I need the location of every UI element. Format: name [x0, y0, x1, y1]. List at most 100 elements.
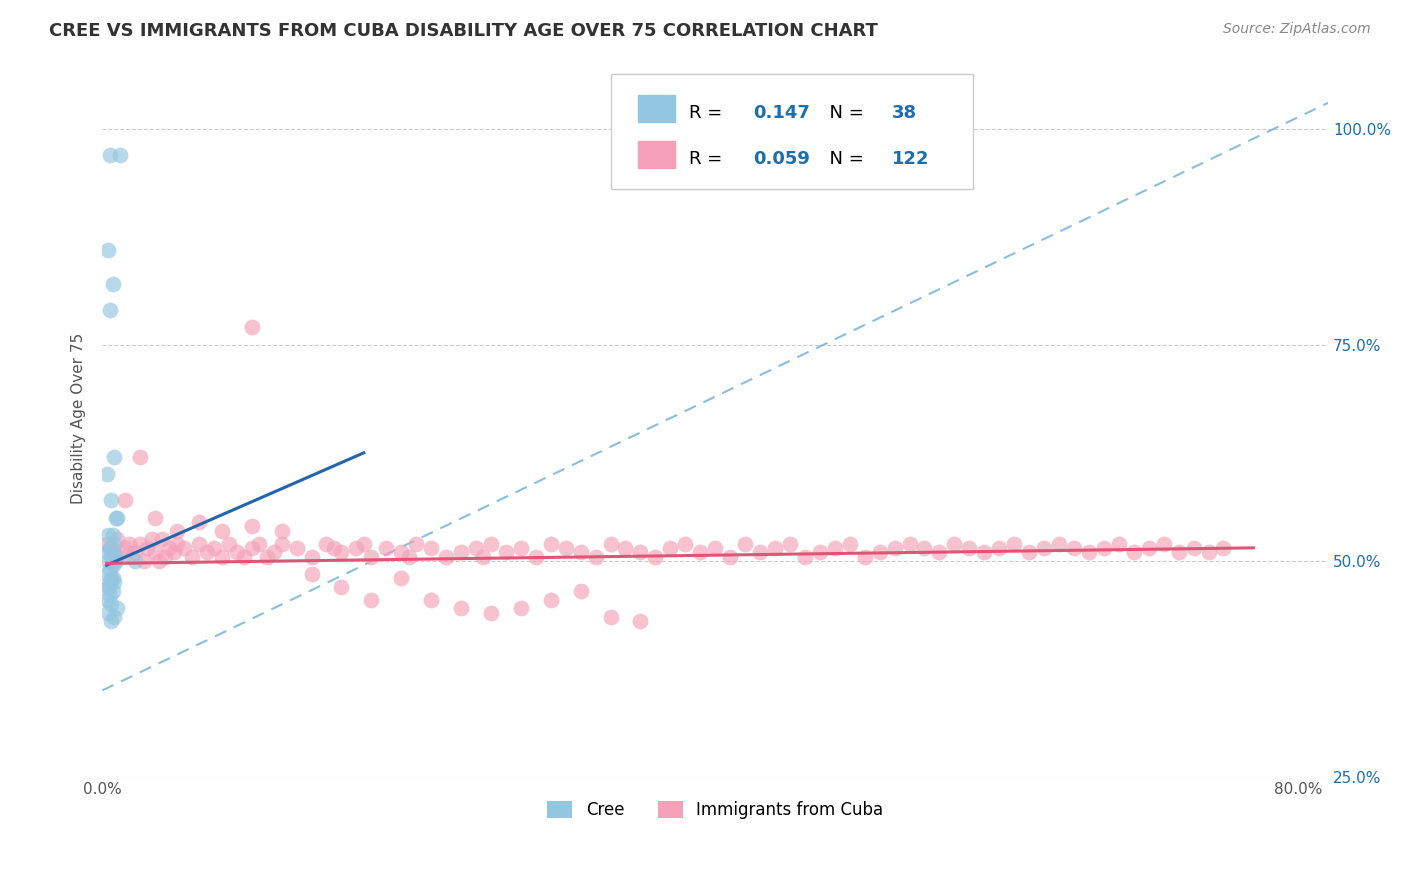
Point [1018, 545, 1040, 559]
Point [838, 536, 860, 550]
Point [240, 541, 263, 555]
Point [285, 541, 308, 555]
Point [315, 536, 337, 550]
Point [644, 549, 666, 564]
Point [101, 584, 124, 599]
Point [883, 541, 905, 555]
Point [270, 536, 292, 550]
Point [233, 549, 256, 564]
Point [101, 558, 124, 573]
Point [420, 541, 443, 555]
Point [103, 545, 125, 559]
Point [96, 545, 118, 559]
Point [124, 545, 146, 559]
Point [853, 549, 876, 564]
Point [524, 549, 547, 564]
Point [569, 545, 592, 559]
Point [479, 606, 502, 620]
Point [1047, 536, 1070, 550]
Point [108, 549, 131, 564]
Point [256, 549, 278, 564]
Point [101, 571, 124, 585]
Point [105, 601, 128, 615]
Point [150, 533, 173, 547]
Point [389, 545, 412, 559]
Point [98, 562, 121, 576]
Point [97, 243, 120, 257]
Text: 122: 122 [891, 151, 929, 169]
Point [104, 549, 127, 564]
Point [98, 303, 121, 318]
Point [450, 545, 472, 559]
Point [98, 575, 121, 590]
Point [118, 536, 141, 550]
Point [434, 549, 457, 564]
Point [166, 524, 188, 538]
Point [100, 549, 122, 564]
Point [159, 541, 181, 555]
Point [128, 450, 150, 464]
Point [211, 524, 233, 538]
Point [330, 545, 353, 559]
Point [104, 554, 127, 568]
Point [554, 541, 576, 555]
Point [100, 571, 122, 585]
Point [188, 515, 211, 529]
Point [141, 533, 163, 547]
Point [689, 545, 711, 559]
Point [173, 541, 195, 555]
Point [1167, 545, 1189, 559]
Point [153, 549, 176, 564]
Point [98, 541, 121, 555]
Point [96, 566, 118, 581]
Point [398, 549, 420, 564]
Point [263, 545, 285, 559]
Point [97, 528, 120, 542]
Point [100, 493, 122, 508]
Point [225, 545, 247, 559]
Point [104, 510, 127, 524]
Text: 0.147: 0.147 [754, 104, 810, 122]
Point [121, 549, 143, 564]
Point [211, 549, 233, 564]
Point [808, 545, 831, 559]
Point [202, 541, 225, 555]
Point [1212, 541, 1234, 555]
Point [509, 541, 531, 555]
Point [323, 541, 346, 555]
Point [195, 545, 218, 559]
Point [1182, 541, 1205, 555]
Point [718, 549, 741, 564]
Point [1198, 545, 1220, 559]
Point [479, 536, 502, 550]
Point [101, 277, 124, 292]
Point [148, 554, 170, 568]
Point [869, 545, 891, 559]
Point [465, 541, 488, 555]
Point [793, 549, 815, 564]
Point [124, 554, 146, 568]
Point [218, 536, 240, 550]
Point [101, 528, 124, 542]
Point [898, 536, 921, 550]
Point [97, 838, 120, 853]
Point [405, 536, 427, 550]
Point [98, 541, 121, 555]
Point [240, 320, 263, 334]
Point [128, 536, 150, 550]
Point [360, 592, 382, 607]
Point [132, 554, 155, 568]
Point [973, 545, 995, 559]
Point [143, 545, 166, 559]
Point [1033, 541, 1056, 555]
Point [136, 541, 159, 555]
Point [659, 541, 682, 555]
Point [1137, 541, 1160, 555]
Point [472, 549, 495, 564]
Point [614, 541, 637, 555]
Point [97, 554, 120, 568]
Point [450, 601, 472, 615]
Point [96, 467, 118, 482]
Text: N =: N = [818, 151, 870, 169]
Point [100, 615, 122, 629]
